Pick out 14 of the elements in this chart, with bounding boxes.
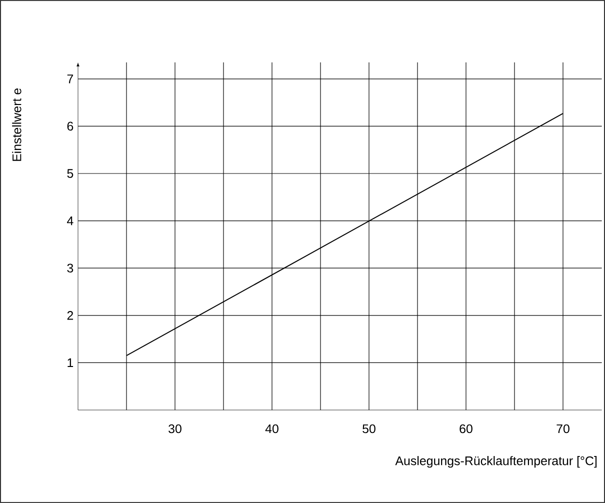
y-tick-label: 4 [67,216,74,226]
y-tick-label: 5 [67,169,74,178]
y-tick-label: 3 [67,264,74,273]
y-tick-label: 2 [67,311,74,320]
y-tick-label: 1 [68,358,74,367]
x-tick-label: 50 [362,424,376,434]
y-tick-label: 6 [67,122,74,131]
x-tick-label: 60 [460,424,472,434]
x-tick-label: 30 [168,424,182,434]
x-tick-label: 70 [556,424,570,434]
x-axis-title: Auslegungs-Rücklauftemperatur [°C] [395,456,597,468]
x-tick-label: 40 [265,424,278,434]
y-axis-title: Einstellwert e [12,88,22,161]
y-tick-label: 7 [67,74,74,84]
